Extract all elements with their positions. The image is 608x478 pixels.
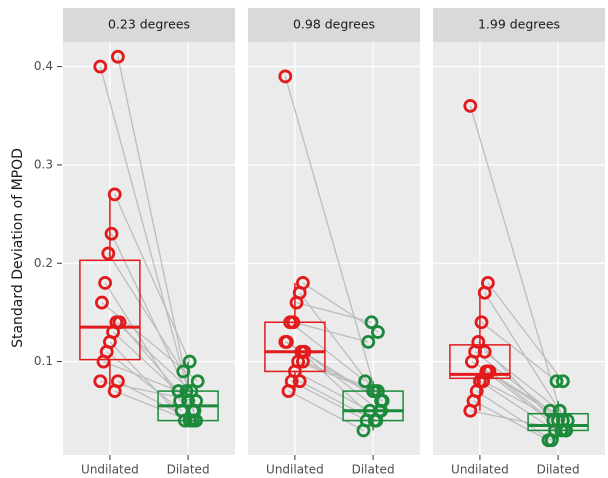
point bbox=[481, 364, 495, 379]
y-tick-label: 0.4 bbox=[34, 59, 53, 73]
pair-line bbox=[114, 194, 191, 362]
x-tick-label: Dilated bbox=[352, 463, 395, 477]
strip bbox=[63, 8, 235, 42]
pair-line bbox=[479, 380, 556, 431]
point bbox=[93, 374, 108, 389]
pair-line bbox=[484, 351, 561, 412]
point bbox=[176, 364, 191, 379]
point bbox=[95, 295, 109, 310]
pair-line bbox=[117, 56, 194, 411]
point bbox=[107, 187, 122, 202]
point bbox=[181, 394, 195, 408]
pair-line bbox=[299, 380, 375, 422]
x-tick-label: Dilated bbox=[537, 463, 580, 477]
point bbox=[98, 276, 113, 290]
pair-line bbox=[294, 370, 371, 412]
strip bbox=[248, 8, 420, 42]
x-tick-label: Dilated bbox=[167, 463, 210, 477]
point bbox=[477, 344, 492, 359]
point bbox=[541, 433, 556, 448]
point bbox=[93, 59, 108, 74]
point bbox=[474, 315, 489, 330]
pair-line bbox=[103, 360, 179, 392]
pair-line bbox=[284, 76, 382, 411]
x-tick-label: Undilated bbox=[266, 463, 324, 477]
pair-line bbox=[484, 292, 561, 412]
pair-line bbox=[296, 301, 372, 323]
point bbox=[356, 423, 371, 438]
pair-line bbox=[109, 341, 186, 422]
pair-line bbox=[477, 341, 554, 422]
point bbox=[361, 335, 376, 349]
point bbox=[296, 354, 310, 369]
pair-line bbox=[293, 321, 369, 343]
point bbox=[190, 374, 205, 389]
pair-line bbox=[106, 351, 183, 412]
point bbox=[370, 325, 385, 339]
pair-line bbox=[115, 321, 192, 392]
y-axis-label: Standard Deviation of MPOD bbox=[10, 148, 26, 348]
point bbox=[111, 49, 125, 64]
point bbox=[182, 413, 197, 428]
point bbox=[370, 384, 385, 398]
y-tick-label: 0.3 bbox=[34, 157, 53, 171]
point bbox=[104, 226, 119, 241]
panel-title: 1.99 degrees bbox=[478, 17, 560, 32]
pair-line bbox=[299, 292, 376, 392]
point bbox=[555, 374, 570, 389]
point bbox=[278, 335, 293, 349]
panel-title: 0.23 degrees bbox=[108, 17, 190, 32]
point bbox=[174, 403, 189, 418]
panel-bg bbox=[433, 42, 605, 455]
pair-line bbox=[487, 370, 564, 422]
point bbox=[278, 69, 293, 84]
point bbox=[463, 403, 478, 418]
point bbox=[107, 384, 122, 398]
pair-line bbox=[288, 390, 364, 431]
y-tick-label: 0.1 bbox=[34, 354, 53, 368]
x-tick-label: Undilated bbox=[451, 463, 509, 477]
point bbox=[463, 99, 478, 113]
point bbox=[477, 285, 492, 300]
pair-line bbox=[474, 351, 551, 412]
point bbox=[189, 394, 203, 408]
point bbox=[549, 374, 564, 389]
point bbox=[171, 384, 186, 398]
point bbox=[367, 413, 382, 428]
point bbox=[366, 384, 380, 398]
y-tick-label: 0.2 bbox=[34, 256, 53, 270]
pair-line bbox=[289, 321, 366, 382]
point bbox=[358, 374, 372, 389]
pair-line bbox=[476, 390, 553, 441]
point bbox=[281, 384, 296, 398]
point bbox=[364, 315, 379, 330]
point bbox=[101, 246, 116, 261]
pair-line bbox=[473, 400, 549, 441]
pair-line bbox=[471, 361, 569, 422]
strip bbox=[433, 8, 605, 42]
point bbox=[289, 295, 304, 310]
pair-line bbox=[107, 253, 184, 372]
pair-line bbox=[487, 282, 564, 382]
point bbox=[465, 354, 479, 369]
pair-line bbox=[291, 380, 367, 422]
point bbox=[182, 354, 197, 369]
pair-line bbox=[481, 321, 557, 382]
pair-line bbox=[99, 66, 197, 421]
point bbox=[292, 374, 307, 389]
point bbox=[96, 354, 111, 369]
point bbox=[283, 315, 298, 330]
panel-title: 0.98 degrees bbox=[293, 17, 375, 32]
x-tick-label: Undilated bbox=[81, 463, 139, 477]
point bbox=[552, 403, 567, 418]
pair-line bbox=[117, 380, 194, 422]
